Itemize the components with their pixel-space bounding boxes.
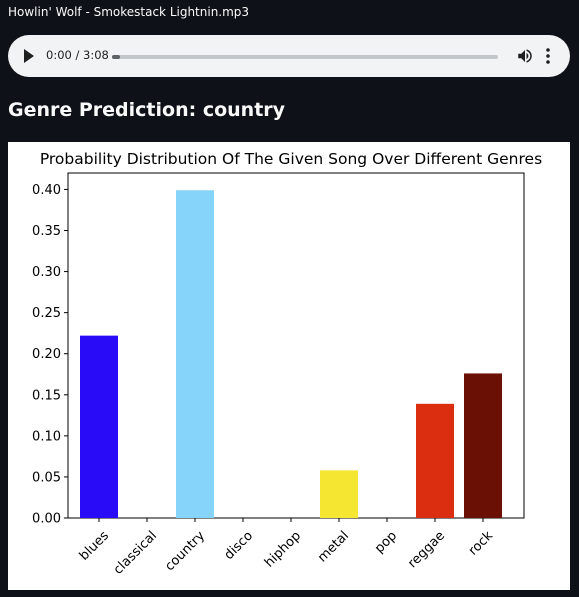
y-tick-label: 0.00: [32, 512, 61, 527]
bar-metal: [320, 470, 358, 518]
audio-player[interactable]: 0:00 / 3:08: [8, 35, 570, 77]
x-tick-label-blues: blues: [77, 528, 112, 563]
bar-country: [176, 190, 214, 518]
genre-probability-chart: Probability Distribution Of The Given So…: [8, 142, 570, 590]
x-tick-label-disco: disco: [222, 528, 256, 562]
y-tick-label: 0.05: [32, 470, 61, 485]
plot-area: [67, 172, 525, 519]
x-tick-label-reggae: reggae: [405, 528, 448, 571]
audio-seek-bar[interactable]: [112, 55, 498, 59]
audio-seek-progress: [112, 55, 120, 59]
y-tick-label: 0.15: [32, 388, 61, 403]
y-tick-label: 0.30: [32, 265, 61, 280]
x-tick-label-rock: rock: [466, 528, 497, 559]
bar-blues: [80, 335, 118, 518]
y-tick-label: 0.25: [32, 306, 61, 321]
audio-file-name: Howlin' Wolf - Smokestack Lightnin.mp3: [8, 5, 250, 19]
bar-chart-svg: Probability Distribution Of The Given So…: [32, 150, 542, 578]
chart-title: Probability Distribution Of The Given So…: [40, 150, 542, 168]
more-vert-icon[interactable]: [544, 47, 552, 65]
play-icon[interactable]: [24, 49, 34, 63]
bar-rock: [464, 373, 502, 518]
y-tick-label: 0.20: [32, 347, 61, 362]
x-tick-label-classical: classical: [111, 528, 160, 577]
x-tick-label-hiphop: hiphop: [262, 528, 304, 570]
x-tick-label-metal: metal: [315, 528, 352, 565]
audio-time: 0:00 / 3:08: [46, 48, 109, 62]
y-tick-label: 0.10: [32, 429, 61, 444]
x-tick-label-pop: pop: [372, 528, 400, 556]
x-tick-label-country: country: [162, 528, 208, 574]
y-tick-label: 0.35: [32, 224, 61, 239]
volume-icon[interactable]: [516, 47, 534, 65]
y-tick-label: 0.40: [32, 183, 61, 198]
genre-prediction-heading: Genre Prediction: country: [8, 99, 286, 121]
bar-reggae: [416, 403, 454, 518]
